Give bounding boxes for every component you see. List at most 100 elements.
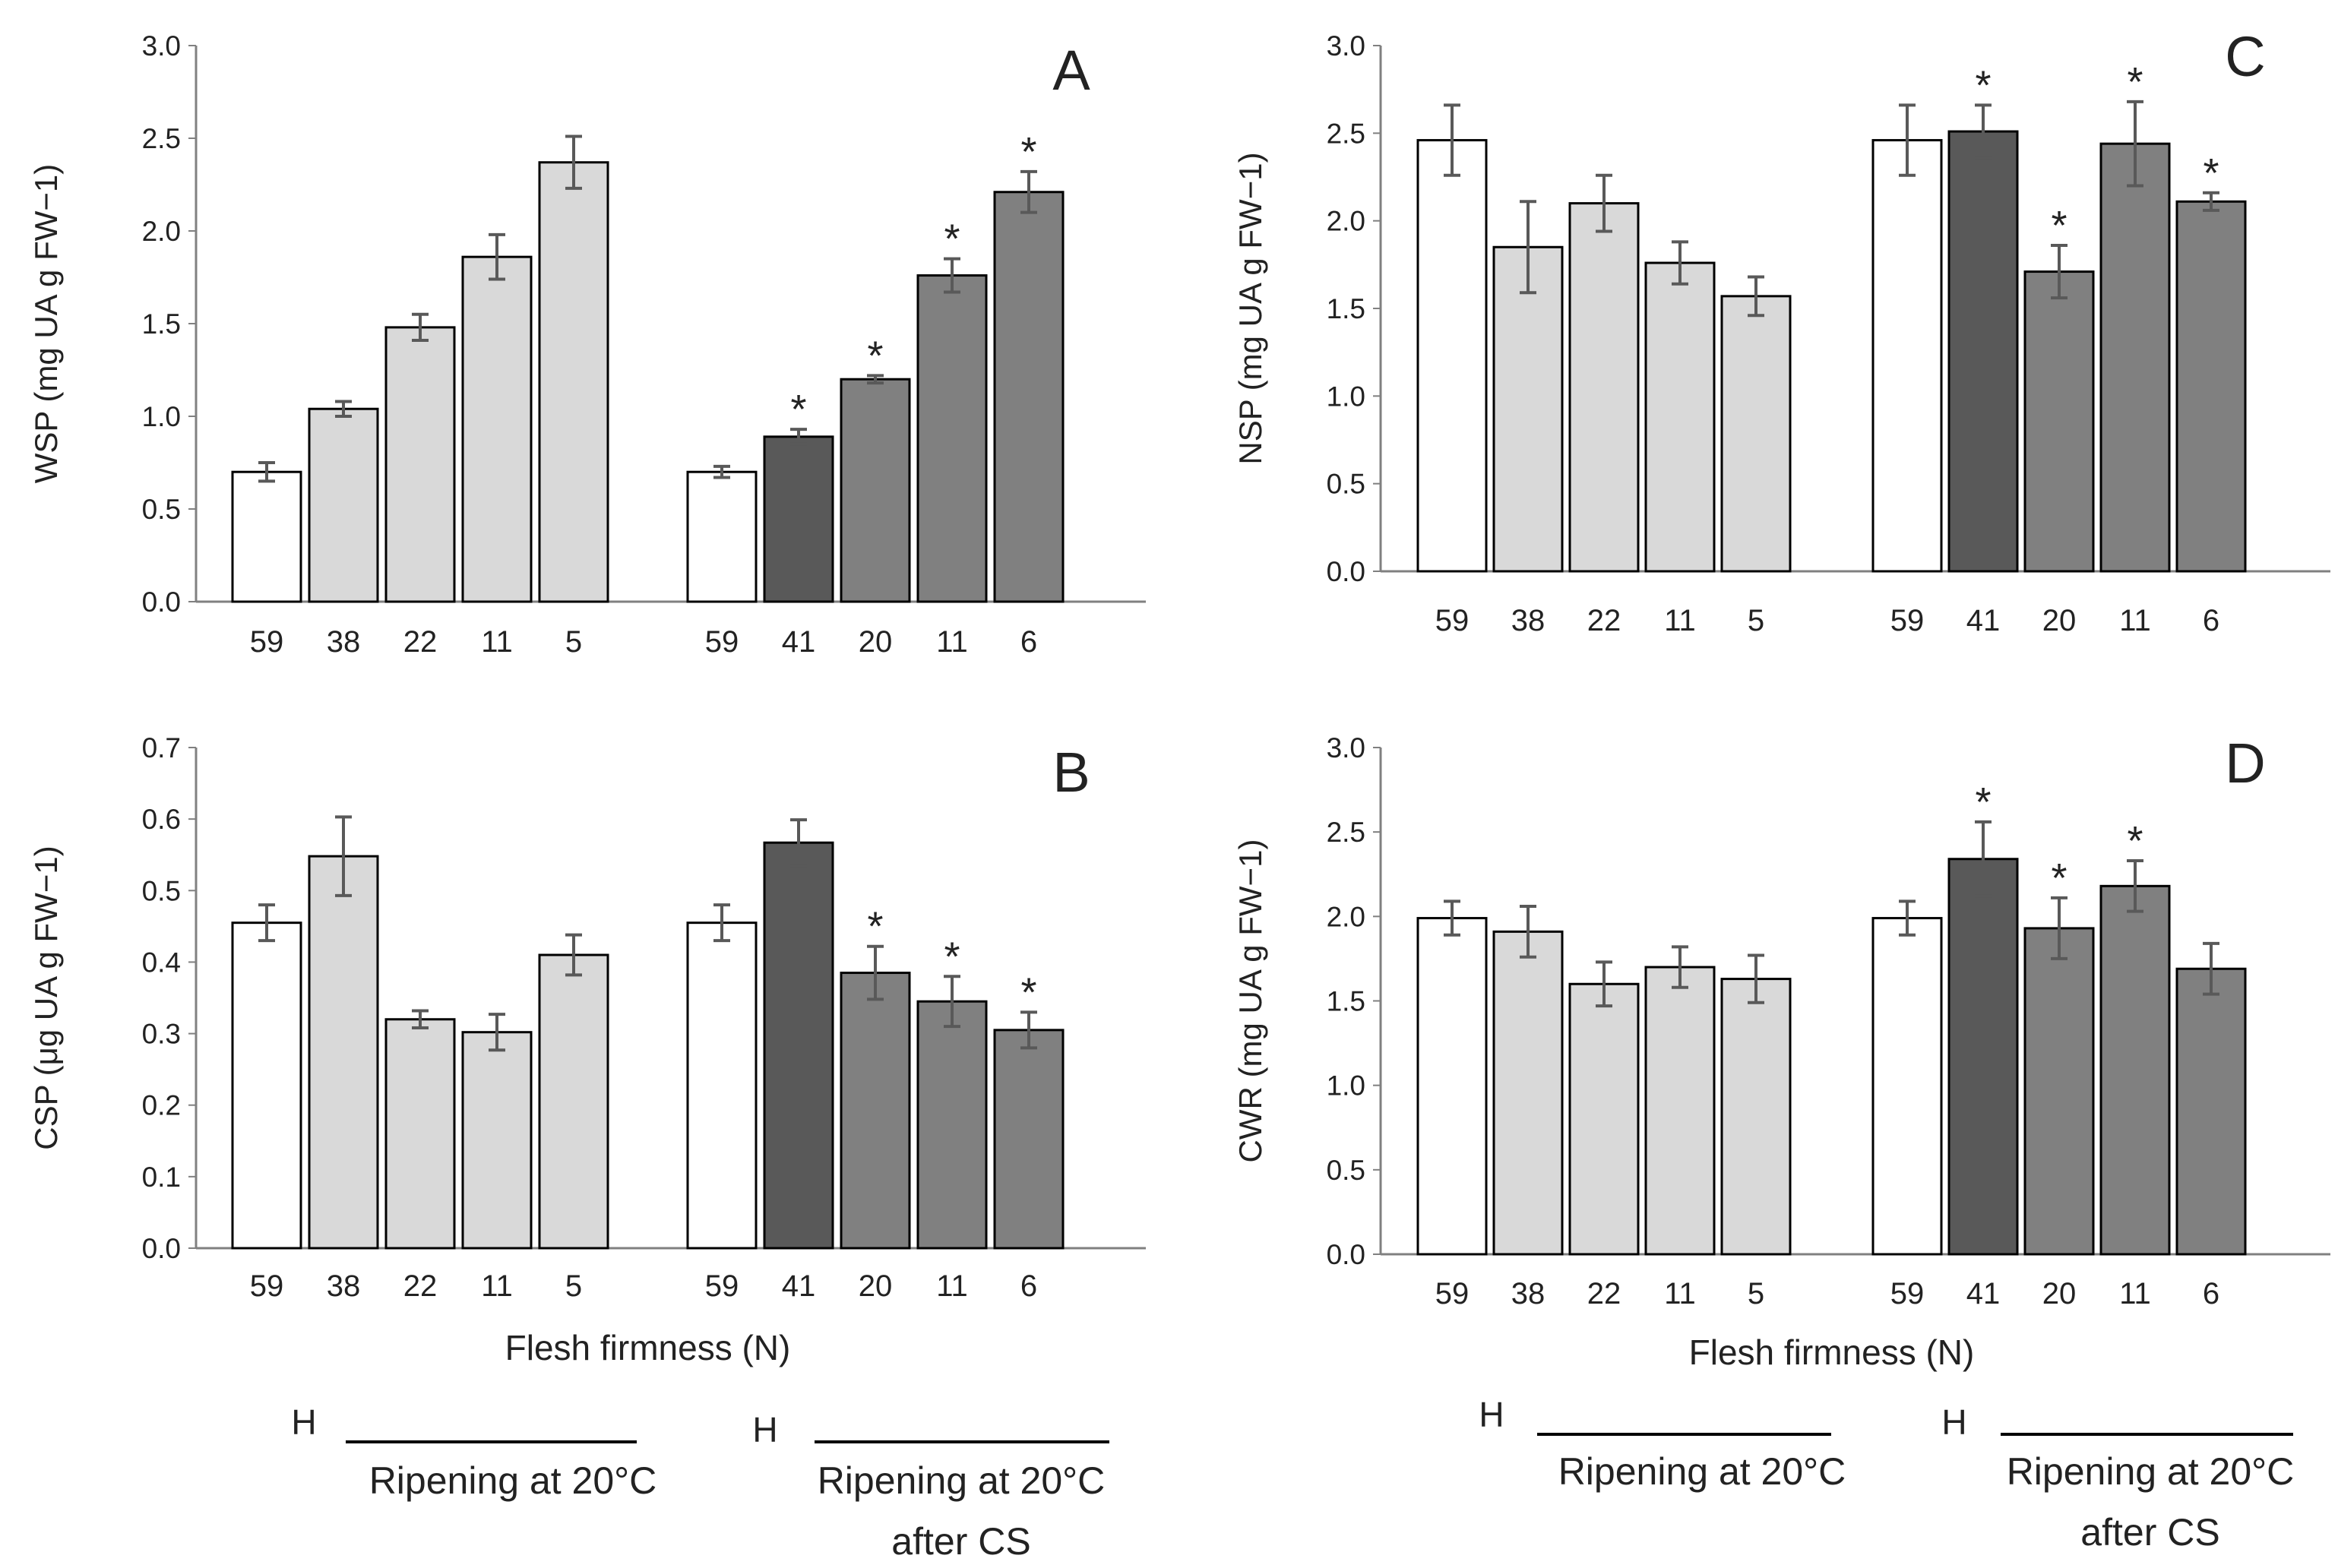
- bar: [1720, 978, 1792, 1256]
- significance-marker: *: [2127, 59, 2143, 105]
- significance-marker: *: [1975, 779, 1991, 825]
- y-axis-label: NSP (mg UA g FW−1): [1232, 152, 1268, 464]
- y-tick-label: 2.5: [1327, 118, 1365, 149]
- x-tick-label: 38: [1511, 604, 1545, 637]
- y-tick-label: 0.0: [142, 586, 181, 618]
- harvest-label: H: [1479, 1395, 1504, 1434]
- y-tick-label: 2.0: [1327, 901, 1365, 932]
- y-tick-label: 3.0: [1327, 30, 1365, 62]
- bar: [461, 255, 533, 603]
- x-tick-label: 11: [1664, 604, 1696, 637]
- y-tick-label: 1.0: [142, 401, 181, 432]
- significance-marker: *: [2203, 150, 2219, 196]
- x-tick-label: 6: [1020, 1269, 1037, 1303]
- x-tick-label: 6: [1020, 625, 1037, 659]
- bar: [840, 378, 911, 603]
- significance-marker: *: [1975, 62, 1991, 108]
- x-tick-label: 41: [782, 1269, 816, 1303]
- x-tick-label: 11: [2119, 604, 2151, 637]
- x-tick-label: 22: [403, 625, 438, 659]
- x-tick-label: 38: [1511, 1277, 1545, 1310]
- x-tick-label: 59: [1890, 1277, 1925, 1310]
- x-tick-label: 20: [2042, 1277, 2077, 1310]
- bar: [461, 1031, 533, 1250]
- bar: [538, 953, 609, 1250]
- x-tick-label: 20: [859, 1269, 893, 1303]
- bar: [2023, 270, 2095, 573]
- bar: [231, 470, 302, 603]
- x-tick-label: 59: [1435, 1277, 1470, 1310]
- bar: [1492, 930, 1564, 1256]
- x-tick-label: 22: [403, 1269, 438, 1303]
- x-tick-label: 11: [481, 625, 513, 659]
- y-tick-label: 0.0: [142, 1233, 181, 1264]
- y-tick-label: 0.2: [142, 1090, 181, 1121]
- panel-letter: B: [1052, 741, 1090, 804]
- bar: [308, 407, 379, 603]
- x-axis-label: Flesh firmness (N): [505, 1328, 791, 1367]
- y-tick-label: 0.7: [142, 732, 181, 763]
- bar: [763, 435, 834, 603]
- x-tick-label: 22: [1587, 1277, 1621, 1310]
- significance-marker: *: [2127, 818, 2143, 864]
- y-tick-label: 2.5: [1327, 817, 1365, 848]
- group-label-line2: after CS: [891, 1520, 1030, 1563]
- panel-letter: A: [1052, 39, 1090, 102]
- y-tick-label: 0.0: [1327, 556, 1365, 587]
- x-tick-label: 22: [1587, 604, 1621, 637]
- y-tick-label: 2.0: [142, 216, 181, 247]
- bar: [686, 922, 758, 1250]
- y-tick-label: 1.5: [142, 308, 181, 340]
- x-tick-label: 38: [327, 1269, 361, 1303]
- group-label: Ripening at 20°C: [1558, 1450, 1846, 1493]
- y-tick-label: 0.5: [1327, 1155, 1365, 1186]
- x-axis-label: Flesh firmness (N): [1689, 1332, 1975, 1372]
- significance-marker: *: [944, 217, 960, 262]
- y-axis-label: CWR (mg UA g FW−1): [1232, 839, 1268, 1163]
- y-tick-label: 0.4: [142, 947, 181, 978]
- panel-letter: D: [2225, 732, 2265, 795]
- y-tick-label: 0.0: [1327, 1239, 1365, 1270]
- group-label: Ripening at 20°C: [369, 1459, 657, 1502]
- bar: [384, 326, 456, 603]
- bar: [2023, 927, 2095, 1256]
- harvest-label: H: [291, 1402, 316, 1442]
- bar: [1416, 917, 1488, 1256]
- bar: [1644, 261, 1716, 573]
- bar: [840, 972, 911, 1250]
- x-tick-label: 59: [250, 1269, 284, 1303]
- bar: [1492, 245, 1564, 573]
- x-tick-label: 11: [481, 1269, 513, 1303]
- bar: [686, 470, 758, 603]
- harvest-label: H: [1941, 1402, 1966, 1442]
- panel-letter: C: [2225, 25, 2265, 88]
- y-tick-label: 0.5: [142, 875, 181, 906]
- y-tick-label: 0.1: [142, 1162, 181, 1193]
- y-tick-label: 0.5: [142, 494, 181, 525]
- bar: [231, 922, 302, 1250]
- bar: [1568, 982, 1640, 1256]
- x-tick-label: 20: [859, 625, 893, 659]
- y-tick-label: 3.0: [1327, 732, 1365, 763]
- x-tick-label: 11: [2119, 1277, 2151, 1310]
- y-axis-label: CSP (μg UA g FW−1): [28, 846, 64, 1149]
- significance-marker: *: [1020, 129, 1036, 175]
- legend-right: H Ripening at 20°C H Ripening at 20°C after …: [1479, 1395, 2294, 1554]
- bar: [538, 161, 609, 603]
- y-tick-label: 1.0: [1327, 381, 1365, 412]
- significance-marker: *: [790, 387, 806, 432]
- bar: [2175, 200, 2247, 573]
- y-tick-label: 1.5: [1327, 986, 1365, 1017]
- bar: [993, 191, 1065, 603]
- x-tick-label: 5: [565, 625, 582, 659]
- chart-panel-d: 0.0 0.5 1.0 1.5 2.0 2.5 3.0 CWR (mg UA g FW−1) D…: [1232, 732, 2330, 1372]
- y-tick-label: 3.0: [142, 30, 181, 62]
- x-tick-label: 59: [705, 625, 739, 659]
- chart-panel-b: 0.0 0.1 0.2 0.3 0.4 0.5 0.6 0.7 CSP (μg UA g FW−…: [28, 732, 1146, 1367]
- x-tick-label: 5: [1748, 604, 1764, 637]
- x-tick-label: 6: [2203, 604, 2219, 637]
- chart-panel-c: 0.0 0.5 1.0 1.5 2.0 2.5 3.0 NSP (mg UA g FW−1) C…: [1232, 25, 2330, 637]
- bar: [916, 1000, 988, 1250]
- bar: [1871, 139, 1943, 573]
